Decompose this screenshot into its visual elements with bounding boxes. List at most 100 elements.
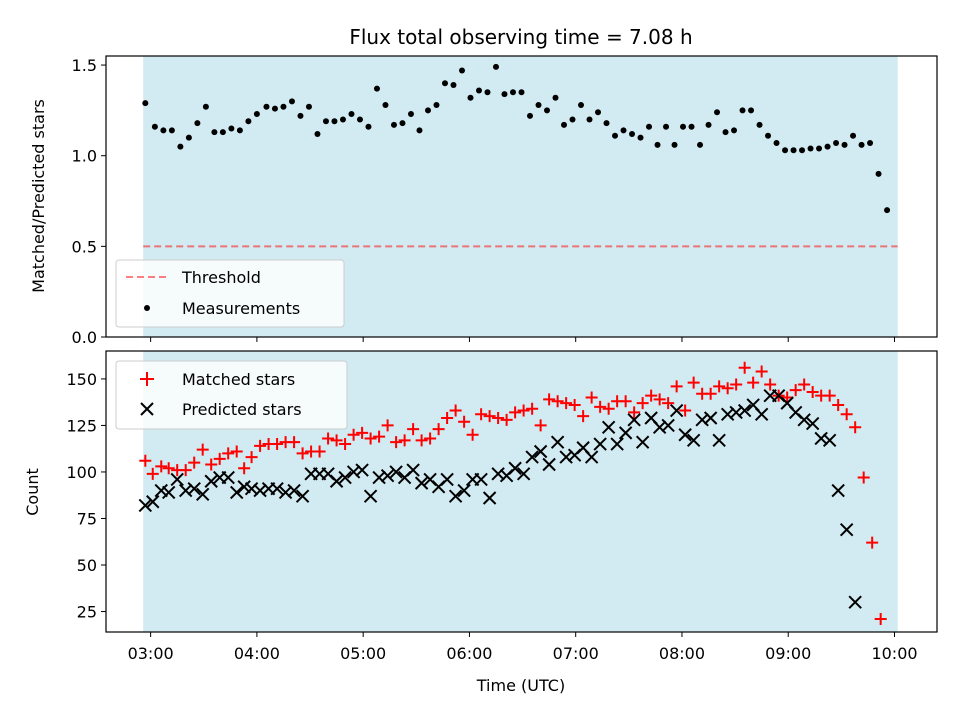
matched-star-point	[832, 398, 845, 411]
matched-star-point	[347, 428, 360, 441]
matched-star-point	[146, 467, 159, 480]
matched-star-point	[254, 439, 267, 452]
legend-box-top	[115, 259, 345, 328]
matched-star-point	[398, 434, 411, 447]
predicted-star-point	[737, 403, 752, 418]
predicted-star-point	[661, 418, 675, 433]
matched-star-point	[238, 462, 251, 475]
measurement-point	[569, 116, 576, 123]
matched-star-point	[381, 419, 394, 432]
matched-star-point	[704, 387, 717, 400]
predicted-star-point	[406, 463, 420, 477]
measurement-point	[202, 103, 209, 110]
y-tick-label: 1.5	[72, 56, 97, 75]
matched-star-point	[322, 432, 335, 445]
measurement-point	[339, 116, 346, 123]
measurement-point	[245, 118, 252, 125]
matched-star-point	[645, 389, 658, 402]
matched-star-point	[747, 376, 760, 389]
predicted-star-point	[601, 420, 616, 435]
predicted-star-point	[805, 416, 820, 431]
predicted-star-point	[363, 489, 378, 503]
matched-star-point	[339, 438, 352, 451]
measurement-point	[535, 101, 542, 108]
matched-star-point	[288, 436, 301, 449]
measurement-point	[365, 123, 372, 130]
y-axis-ticks-bottom: 25 50 75 100 125 150	[66, 370, 106, 622]
matched-star-point	[662, 397, 675, 410]
predicted-star-point	[287, 483, 301, 498]
matched-star-point	[738, 361, 751, 374]
predicted-star-point	[635, 435, 650, 449]
matched-star-point	[230, 445, 243, 458]
measurement-point	[671, 141, 678, 148]
predicted-star-point	[822, 433, 837, 448]
matched-star-point	[670, 380, 683, 393]
measurement-point	[228, 125, 235, 132]
matched-star-point	[721, 382, 734, 395]
predicted-star-point	[380, 468, 395, 483]
y-tick-label: 1.0	[72, 147, 97, 166]
measurement-point	[177, 143, 184, 150]
predicted-star-point	[187, 482, 201, 496]
predicted-star-point	[221, 470, 235, 485]
predicted-star-point	[627, 413, 641, 427]
matched-star-point	[432, 423, 445, 436]
matched-star-point	[628, 406, 641, 419]
y-tick-label: 0.5	[72, 237, 97, 256]
measurement-point	[807, 145, 814, 152]
panel-ratio: 0.0 0.5 1.0 1.5 Matched/Predicted stars Thr…	[29, 55, 938, 347]
measurement-point	[509, 89, 516, 96]
predicted-star-point	[618, 426, 633, 440]
legend-predicted-label: Predicted stars	[182, 400, 302, 419]
predicted-star-point	[669, 403, 684, 418]
measurement-point	[142, 100, 149, 107]
measurement-point	[331, 118, 338, 125]
measurement-point	[399, 120, 406, 127]
y-axis-label-bottom: Count	[23, 468, 42, 516]
predicted-star-point	[516, 467, 531, 481]
measurement-point	[790, 147, 797, 154]
matched-star-point	[313, 445, 326, 458]
x-tick-label: 10:00	[871, 644, 917, 663]
measurement-point	[824, 143, 831, 150]
measurement-point	[373, 85, 380, 92]
matched-star-point	[543, 393, 556, 406]
matched-star-point	[798, 378, 811, 391]
predicted-star-point	[678, 428, 692, 442]
matched-star-point	[619, 395, 632, 408]
x-axis-ticks-top	[150, 337, 895, 342]
predicted-star-point	[797, 413, 811, 427]
predicted-star-point	[686, 433, 701, 448]
measurement-point	[688, 123, 695, 130]
matched-star-point	[764, 378, 777, 391]
measurement-point	[637, 134, 644, 141]
legend-measurements-swatch	[144, 305, 150, 311]
predicted-star-point	[457, 483, 471, 498]
matched-star-point	[866, 536, 879, 549]
chart-title: Flux total observing time = 7.08 h	[349, 25, 692, 49]
matched-star-point	[602, 402, 615, 415]
legend-predicted-swatch	[140, 402, 154, 416]
matched-star-point	[466, 428, 479, 441]
predicted-star-point	[270, 482, 284, 496]
predicted-star-point	[138, 498, 153, 513]
x-tick-label: 04:00	[234, 644, 280, 663]
predicted-star-point	[146, 495, 160, 509]
measurement-point	[458, 67, 465, 74]
measurement-point	[722, 129, 729, 136]
measurement-point	[382, 101, 389, 108]
measurement-point	[467, 94, 474, 101]
measurement-point	[680, 123, 687, 130]
measurement-point	[424, 107, 431, 114]
matched-star-point	[475, 408, 488, 421]
matched-star-point	[155, 460, 168, 473]
matched-star-point	[594, 400, 607, 413]
measurement-point	[841, 141, 848, 148]
measurement-point	[160, 127, 167, 134]
measurement-point	[731, 127, 738, 134]
y-axis-ticks-top: 0.0 0.5 1.0 1.5	[72, 56, 106, 347]
matched-star-point	[222, 447, 235, 460]
measurement-point	[799, 147, 806, 154]
